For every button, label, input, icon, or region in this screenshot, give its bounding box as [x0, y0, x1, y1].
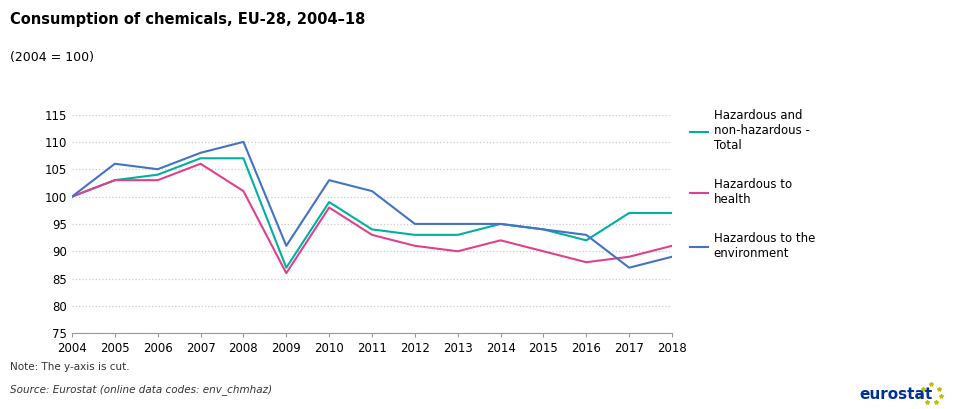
Legend: Hazardous and
non-hazardous -
Total, Hazardous to
health, Hazardous to the
envir: Hazardous and non-hazardous - Total, Haz…: [690, 110, 815, 261]
Text: Note: The y-axis is cut.: Note: The y-axis is cut.: [10, 362, 130, 372]
Text: eurostat: eurostat: [859, 387, 932, 402]
Text: Source: Eurostat (online data codes: env_chmhaz): Source: Eurostat (online data codes: env…: [10, 384, 272, 396]
Text: (2004 = 100): (2004 = 100): [10, 51, 93, 64]
Text: Consumption of chemicals, EU-28, 2004–18: Consumption of chemicals, EU-28, 2004–18: [10, 12, 365, 27]
